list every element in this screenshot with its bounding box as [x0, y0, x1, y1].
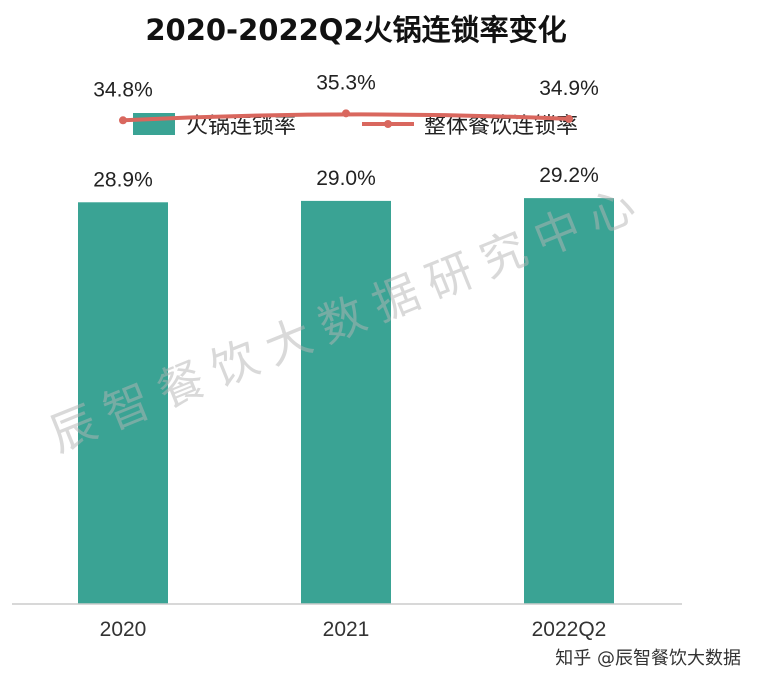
- x-tick-label: 2021: [323, 618, 370, 641]
- line-value-label: 35.3%: [316, 71, 376, 94]
- legend-swatch-line-marker: [384, 120, 392, 128]
- bar-value-label: 28.9%: [93, 168, 153, 191]
- line-point-2021: [342, 109, 350, 118]
- line-value-label: 34.9%: [539, 77, 599, 100]
- bar-2022Q2: [524, 198, 614, 604]
- chart-title: 2020-2022Q2火锅连锁率变化: [145, 13, 566, 47]
- data-labels: 28.9% 29.0% 29.2% 34.8% 35.3% 34.9%: [93, 71, 599, 191]
- line-value-label: 34.8%: [93, 78, 153, 101]
- credit-text: 知乎 @辰智餐饮大数据: [555, 648, 741, 669]
- line-point-2020: [119, 116, 127, 125]
- bar-series: [78, 198, 614, 605]
- line-series: [119, 109, 573, 125]
- line-point-2022Q2: [565, 114, 573, 123]
- bar-value-label: 29.2%: [539, 164, 599, 187]
- bar-2021: [301, 200, 391, 604]
- bar-value-label: 29.0%: [316, 167, 376, 190]
- x-axis-tick-labels: 2020 2021 2022Q2: [100, 618, 607, 641]
- bar-2020: [78, 202, 168, 605]
- x-tick-label: 2022Q2: [532, 618, 607, 641]
- x-tick-label: 2020: [100, 618, 147, 641]
